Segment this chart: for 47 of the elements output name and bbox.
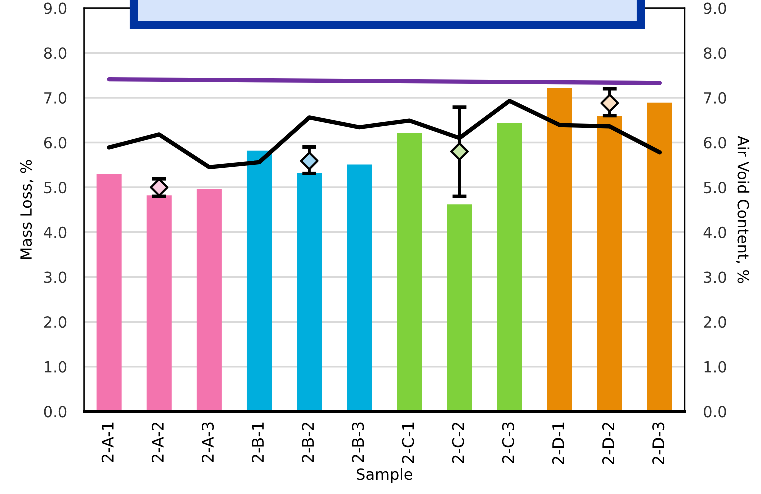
bar [447,204,472,412]
x-tick-label: 2-B-2 [302,423,314,462]
y2-tick-label: 1.0 [704,361,726,373]
bar [96,174,122,412]
y-axis-title: Mass Loss, % [20,160,34,260]
x-tick-label: 2-A-3 [202,422,214,462]
y-tick-label: 0.0 [44,406,67,418]
bar [297,173,322,412]
x-tick-label: 2-D-3 [652,422,665,464]
y2-tick-label: 4.0 [704,226,726,238]
y-tick-label: 8.0 [44,48,67,60]
y2-tick-label: 2.0 [704,316,726,328]
y-tick-label: 5.0 [44,182,67,194]
y2-tick-label: 3.0 [704,272,726,284]
x-tick-label: 2-C-3 [502,422,514,464]
x-tick-label: 2-D-1 [552,422,564,464]
y2-tick-label: 5.0 [704,182,726,194]
x-tick-label: 2-C-1 [402,422,414,464]
bar [146,196,172,412]
x-tick-label: 2-D-2 [602,423,614,464]
y2-axis-title: Air Void Content, % [736,136,750,284]
y-tick-label: 2.0 [44,316,67,328]
y-tick-label: 7.0 [44,92,67,104]
x-tick-label: 2-A-2 [152,423,164,462]
bar [246,150,272,412]
y-tick-label: 9.0 [44,2,67,14]
y2-tick-label: 7.0 [704,92,726,104]
y-tick-label: 4.0 [44,226,67,238]
bar [497,123,522,412]
bar [547,88,572,412]
y2-tick-label: 8.0 [704,48,726,60]
x-tick-label: 2-B-3 [352,422,364,462]
x-tick-label: 2-B-1 [252,422,264,462]
y2-tick-label: 0.0 [704,406,726,418]
bar [597,116,622,412]
y-tick-label: 3.0 [44,272,67,284]
bar [397,133,422,412]
y2-tick-label: 6.0 [704,137,726,149]
x-axis-title: Sample [357,468,412,484]
y2-tick-label: 9.0 [704,2,726,14]
bar [196,189,222,412]
bar [647,102,672,412]
x-tick-label: 2-C-2 [452,423,464,464]
bar [347,164,372,412]
y-tick-label: 6.0 [44,137,67,149]
x-tick-label: 2-A-1 [102,422,114,462]
y-tick-label: 1.0 [45,361,67,373]
